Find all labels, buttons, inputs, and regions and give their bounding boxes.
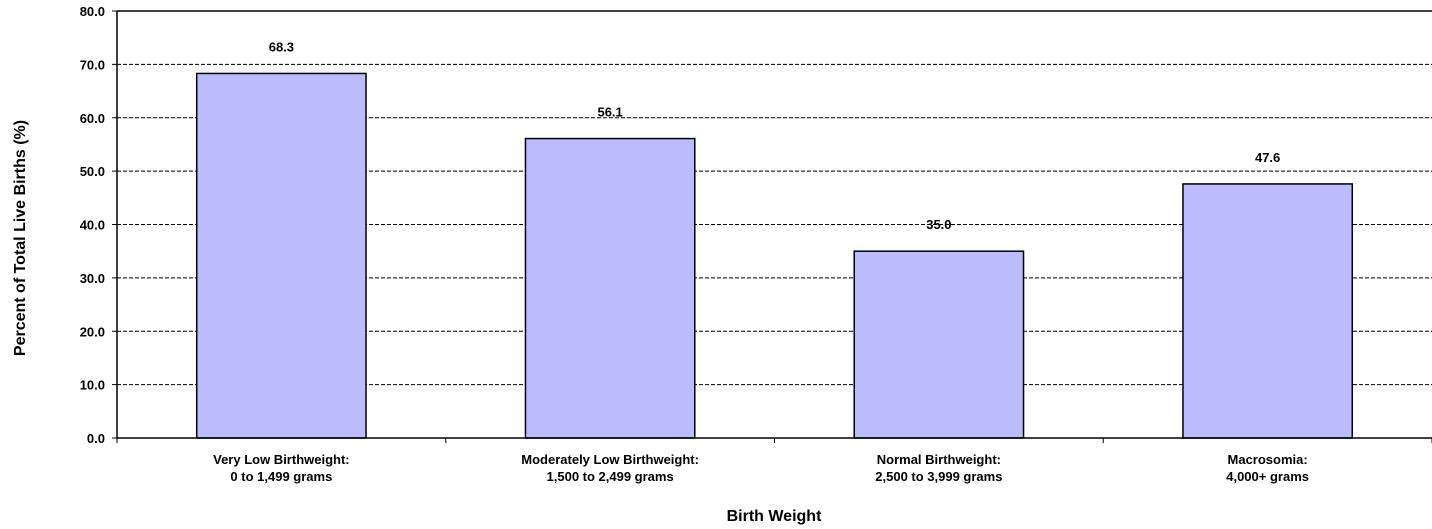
y-tick-label: 70.0	[80, 57, 105, 72]
bar	[1182, 183, 1354, 439]
y-tick-label: 0.0	[87, 431, 105, 446]
y-tick-label: 80.0	[80, 4, 105, 19]
x-tick-label: 1,500 to 2,499 grams	[547, 469, 674, 484]
y-tick-label: 60.0	[80, 111, 105, 126]
data-label: 47.6	[1255, 150, 1280, 165]
y-tick-label: 50.0	[80, 164, 105, 179]
y-tick-label: 20.0	[80, 324, 105, 339]
data-label: 56.1	[597, 105, 622, 120]
bar	[195, 72, 367, 439]
y-axis-ticks: 0.0 10.0 20.0 30.0 40.0 50.0 60.0 70.0 80.0	[80, 4, 117, 446]
y-axis-title: Percent of Total Live Births (%)	[12, 120, 29, 356]
data-label: 35.0	[926, 217, 951, 232]
y-tick-label: 30.0	[80, 271, 105, 286]
y-tick-label: 10.0	[80, 378, 105, 393]
x-tick-label: Very Low Birthweight:	[213, 452, 350, 467]
axes	[116, 10, 1432, 439]
data-label: 68.3	[269, 39, 294, 54]
x-axis-ticks: Very Low Birthweight: 0 to 1,499 grams Mod…	[116, 438, 1432, 484]
y-tick-label: 40.0	[80, 218, 105, 233]
x-tick-label: 4,000+ grams	[1226, 469, 1309, 484]
x-tick-label: Macrosomia:	[1228, 452, 1308, 467]
bar	[524, 137, 696, 439]
x-tick-label: Moderately Low Birthweight:	[521, 452, 699, 467]
x-tick-label: 0 to 1,499 grams	[230, 469, 332, 484]
bar	[853, 250, 1025, 439]
x-tick-label: Normal Birthweight:	[877, 452, 1001, 467]
bars: 68.3 56.1 35.0 47.6	[195, 39, 1354, 439]
x-tick-label: 2,500 to 3,999 grams	[875, 469, 1002, 484]
x-axis-title: Birth Weight	[727, 508, 822, 525]
